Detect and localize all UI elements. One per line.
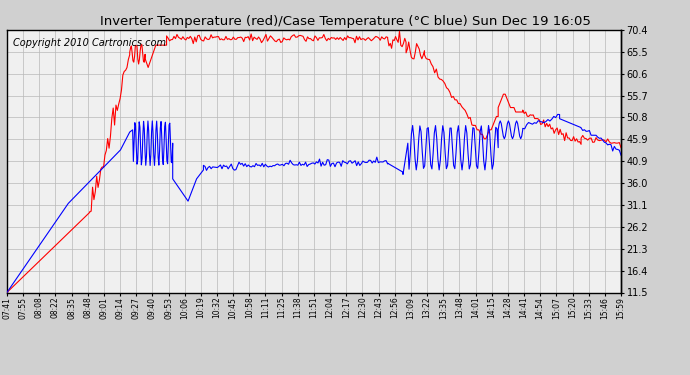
Text: Inverter Temperature (red)/Case Temperature (°C blue) Sun Dec 19 16:05: Inverter Temperature (red)/Case Temperat… [99, 15, 591, 28]
Text: Copyright 2010 Cartronics.com: Copyright 2010 Cartronics.com [13, 38, 166, 48]
